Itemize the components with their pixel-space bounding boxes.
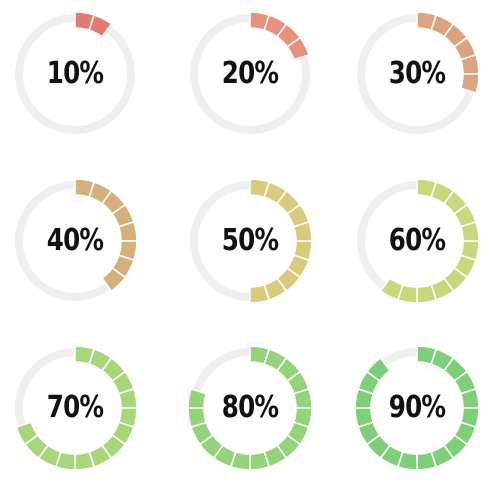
- progress-ring-60: [357, 178, 480, 304]
- ring-segment: [379, 277, 404, 301]
- progress-ring-70: [15, 345, 138, 471]
- ring-segment: [100, 266, 127, 293]
- progress-label-30: 30%: [388, 56, 446, 91]
- progress-label-40: 40%: [46, 223, 104, 258]
- progress-ring-50: [190, 178, 313, 304]
- progress-label-10: 10%: [46, 56, 104, 91]
- progress-ring-20: [190, 11, 310, 134]
- progress-label-20: 20%: [221, 56, 279, 91]
- ring-segment: [249, 283, 271, 304]
- ring-segment: [88, 14, 113, 38]
- progress-ring-40: [15, 178, 138, 301]
- progress-ring-90: [354, 345, 480, 471]
- progress-ring-10: [15, 11, 135, 134]
- progress-label-60: 60%: [388, 223, 446, 258]
- progress-label-80: 80%: [221, 390, 279, 425]
- ring-segment: [15, 421, 39, 446]
- progress-label-70: 70%: [46, 390, 104, 425]
- progress-label-90: 90%: [388, 390, 446, 425]
- progress-label-50: 50%: [221, 223, 279, 258]
- ring-segment: [365, 356, 392, 383]
- ring-segment: [187, 387, 208, 409]
- ring-segment: [459, 73, 480, 95]
- ring-segment: [286, 36, 310, 61]
- progress-ring-80: [187, 345, 313, 471]
- progress-ring-30: [357, 11, 480, 134]
